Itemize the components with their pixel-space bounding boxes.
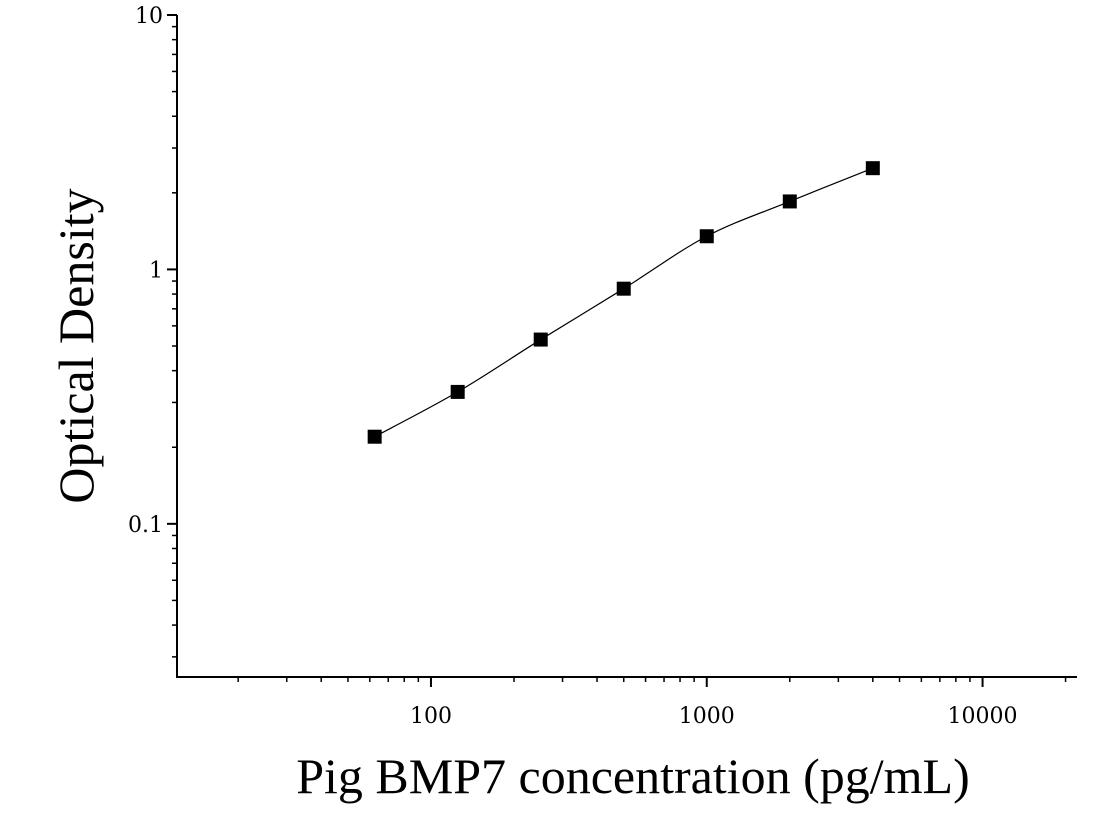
y-tick-label: 1 (149, 258, 163, 283)
x-tick-label: 1000 (679, 704, 735, 729)
y-tick-labels: 0.1 1 10 (128, 4, 163, 538)
data-point-marker (616, 281, 631, 296)
y-tick-label: 10 (135, 4, 163, 29)
data-point-marker (699, 229, 714, 244)
data-points (367, 161, 880, 444)
y-major-ticks (167, 14, 177, 525)
x-tick-label: 10000 (948, 704, 1018, 729)
y-tick-label: 0.1 (128, 513, 163, 538)
x-tick-label: 100 (410, 704, 452, 729)
data-point-marker (367, 429, 382, 444)
x-major-ticks (429, 677, 984, 687)
x-tick-labels: 100 1000 10000 (410, 704, 1018, 729)
data-point-marker (450, 384, 465, 399)
data-point-marker (865, 161, 880, 176)
x-axis-title: Pig BMP7 concentration (pg/mL) (296, 748, 970, 804)
data-point-marker (782, 194, 797, 209)
fit-curve (374, 167, 874, 438)
data-point-marker (533, 332, 548, 347)
y-axis-title: Optical Density (48, 188, 104, 503)
